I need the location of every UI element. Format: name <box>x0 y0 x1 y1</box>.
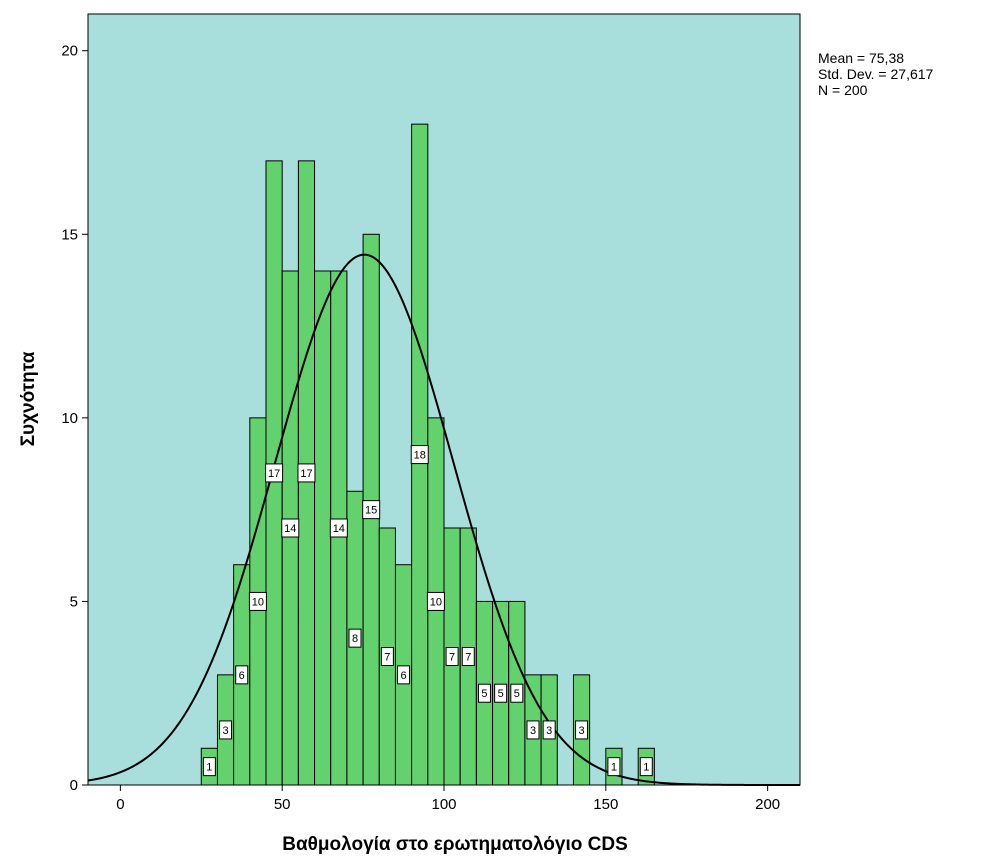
data-label: 10 <box>430 596 442 608</box>
data-label-box <box>248 591 267 611</box>
data-label: 14 <box>284 523 296 535</box>
data-label: 1 <box>611 762 617 774</box>
data-label-box <box>202 757 216 777</box>
data-label: 3 <box>546 725 552 737</box>
data-label-box <box>265 463 284 483</box>
y-tick-label: 10 <box>61 410 78 427</box>
data-label-box <box>542 720 556 740</box>
data-label-box <box>281 518 300 538</box>
data-label: 8 <box>352 633 358 645</box>
data-label-box <box>575 720 589 740</box>
data-label-box <box>510 683 524 703</box>
data-label: 5 <box>481 688 487 700</box>
stats-mean: Mean = 75,38 <box>818 50 904 66</box>
normal-curve <box>87 253 800 786</box>
data-label-box <box>494 683 508 703</box>
data-label: 17 <box>268 468 280 480</box>
data-label: 7 <box>465 652 471 664</box>
data-label-box <box>410 445 429 465</box>
histogram-bar <box>314 270 332 786</box>
data-label: 1 <box>643 762 649 774</box>
y-axis-title: Συχνότητα <box>18 351 39 446</box>
data-label: 7 <box>384 652 390 664</box>
data-label-box <box>526 720 540 740</box>
data-label-box <box>380 647 394 666</box>
y-tick-label: 5 <box>70 593 78 610</box>
data-label-box <box>329 518 348 538</box>
bars-layer <box>200 123 655 786</box>
x-tick-label: 150 <box>593 796 618 813</box>
data-label-box <box>477 683 491 703</box>
data-label: 3 <box>578 725 584 737</box>
data-label-box <box>639 757 653 777</box>
x-axis-title: Βαθμολογία στο ερωτηματολόγιο CDS <box>282 834 628 855</box>
stats-std-dev: Std. Dev. = 27,617 <box>818 66 934 82</box>
data-label: 14 <box>333 523 345 535</box>
data-label: 6 <box>400 670 406 682</box>
data-label-box <box>607 757 621 777</box>
x-tick-label: 200 <box>755 796 780 813</box>
data-label-box <box>297 463 316 483</box>
data-label: 7 <box>449 652 455 664</box>
data-label: 1 <box>206 762 212 774</box>
x-tick-label: 0 <box>116 796 124 813</box>
data-label-box <box>461 647 475 666</box>
x-tick-label: 100 <box>431 796 456 813</box>
data-label: 3 <box>530 725 536 737</box>
y-tick-label: 0 <box>70 777 78 794</box>
data-label-box <box>426 591 445 611</box>
data-label: 18 <box>414 450 426 462</box>
data-label-box <box>362 500 381 520</box>
data-label: 3 <box>222 725 228 737</box>
data-label: 10 <box>252 596 264 608</box>
data-label-box <box>235 665 249 685</box>
data-label: 5 <box>498 688 504 700</box>
data-label-box <box>348 628 362 648</box>
data-label: 6 <box>239 670 245 682</box>
data-label: 5 <box>514 688 520 700</box>
data-label-box <box>397 665 411 685</box>
data-label-box <box>445 647 459 666</box>
y-tick-label: 20 <box>61 43 78 60</box>
data-label: 17 <box>300 468 312 480</box>
x-tick-label: 50 <box>274 796 291 813</box>
y-tick-label: 15 <box>61 226 78 243</box>
stats-n: N = 200 <box>818 82 868 98</box>
data-label: 15 <box>365 505 377 517</box>
data-label-box <box>219 720 233 740</box>
